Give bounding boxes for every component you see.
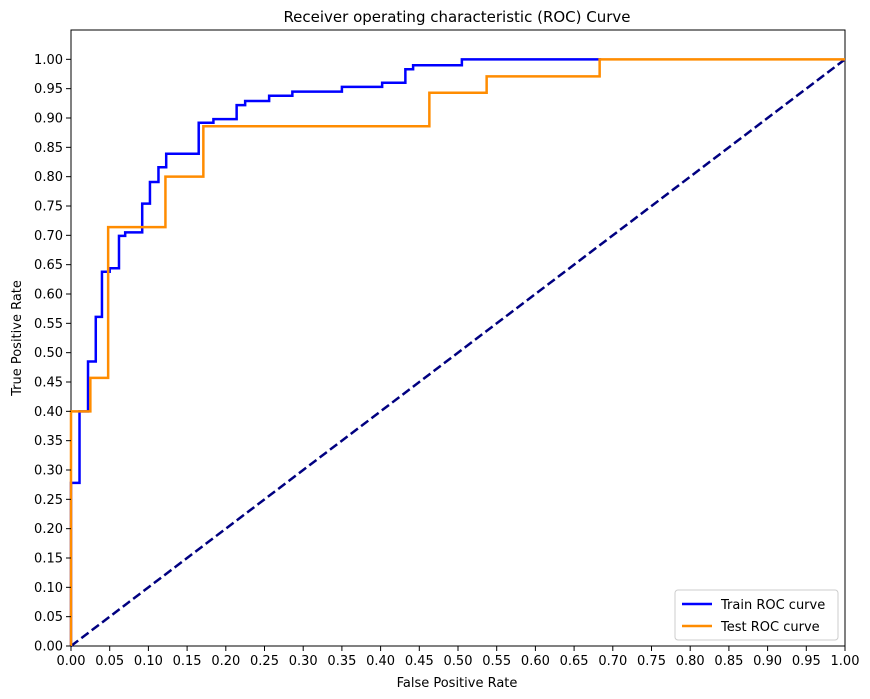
x-tick-label: 0.30: [289, 654, 318, 669]
x-tick-label: 0.95: [792, 654, 821, 669]
y-tick-label: 0.90: [34, 112, 63, 127]
x-tick-label: 0.70: [598, 654, 627, 669]
y-tick-label: 0.10: [34, 581, 63, 596]
y-tick-label: 0.30: [34, 464, 63, 479]
x-tick-label: 0.75: [637, 654, 666, 669]
chance-diagonal-line: [70, 58, 846, 647]
x-axis-ticks: 0.00 0.05 0.10 0.15 0.20 0.25 0.30 0.35 0.40 0.45…: [57, 646, 860, 669]
train-roc-curve: [69, 58, 602, 646]
plot-area: 0.00 0.05 0.10 0.15 0.20 0.25 0.30 0.35 0.40 0.45…: [34, 29, 860, 669]
x-tick-label: 0.50: [444, 654, 473, 669]
y-tick-label: 0.20: [34, 522, 63, 537]
y-tick-label: 0.25: [34, 493, 63, 508]
x-tick-label: 0.80: [676, 654, 705, 669]
y-axis-ticks: 0.00 0.05 0.10 0.15 0.20 0.25 0.30 0.35 0.40 0.45…: [34, 53, 71, 655]
y-tick-label: 0.00: [34, 640, 63, 655]
y-tick-label: 0.15: [34, 552, 63, 567]
chart-title: Receiver operating characteristic (ROC) …: [283, 8, 630, 26]
x-tick-label: 0.65: [560, 654, 589, 669]
x-tick-label: 0.10: [134, 654, 163, 669]
x-tick-label: 0.45: [405, 654, 434, 669]
x-tick-label: 0.20: [211, 654, 240, 669]
y-tick-label: 0.45: [34, 376, 63, 391]
x-tick-label: 0.00: [57, 654, 86, 669]
x-tick-label: 0.85: [714, 654, 743, 669]
series-layer: [69, 58, 846, 647]
x-tick-label: 0.35: [327, 654, 356, 669]
x-tick-label: 0.90: [753, 654, 782, 669]
y-tick-label: 0.70: [34, 229, 63, 244]
y-tick-label: 0.55: [34, 317, 63, 332]
y-tick-label: 0.65: [34, 258, 63, 273]
y-tick-label: 0.85: [34, 141, 63, 156]
x-tick-label: 0.05: [95, 654, 124, 669]
x-tick-label: 0.25: [250, 654, 279, 669]
y-tick-label: 0.40: [34, 405, 63, 420]
y-tick-label: 0.75: [34, 200, 63, 215]
y-tick-label: 0.80: [34, 170, 63, 185]
x-tick-label: 0.60: [521, 654, 550, 669]
legend-label-test: Test ROC curve: [720, 620, 820, 635]
x-tick-label: 1.00: [831, 654, 860, 669]
y-tick-label: 0.05: [34, 610, 63, 625]
y-tick-label: 0.35: [34, 434, 63, 449]
y-tick-label: 0.95: [34, 82, 63, 97]
y-tick-label: 0.50: [34, 346, 63, 361]
y-tick-label: 1.00: [34, 53, 63, 68]
y-tick-label: 0.60: [34, 288, 63, 303]
x-tick-label: 0.55: [482, 654, 511, 669]
test-roc-curve: [69, 58, 845, 646]
legend: Train ROC curve Test ROC curve: [674, 589, 839, 641]
x-tick-label: 0.15: [173, 654, 202, 669]
plot-frame: [70, 29, 846, 647]
legend-label-train: Train ROC curve: [720, 598, 825, 613]
y-axis-label: True Positive Rate: [10, 280, 25, 397]
legend-box: [674, 589, 839, 641]
x-axis-label: False Positive Rate: [397, 676, 518, 691]
x-tick-label: 0.40: [366, 654, 395, 669]
